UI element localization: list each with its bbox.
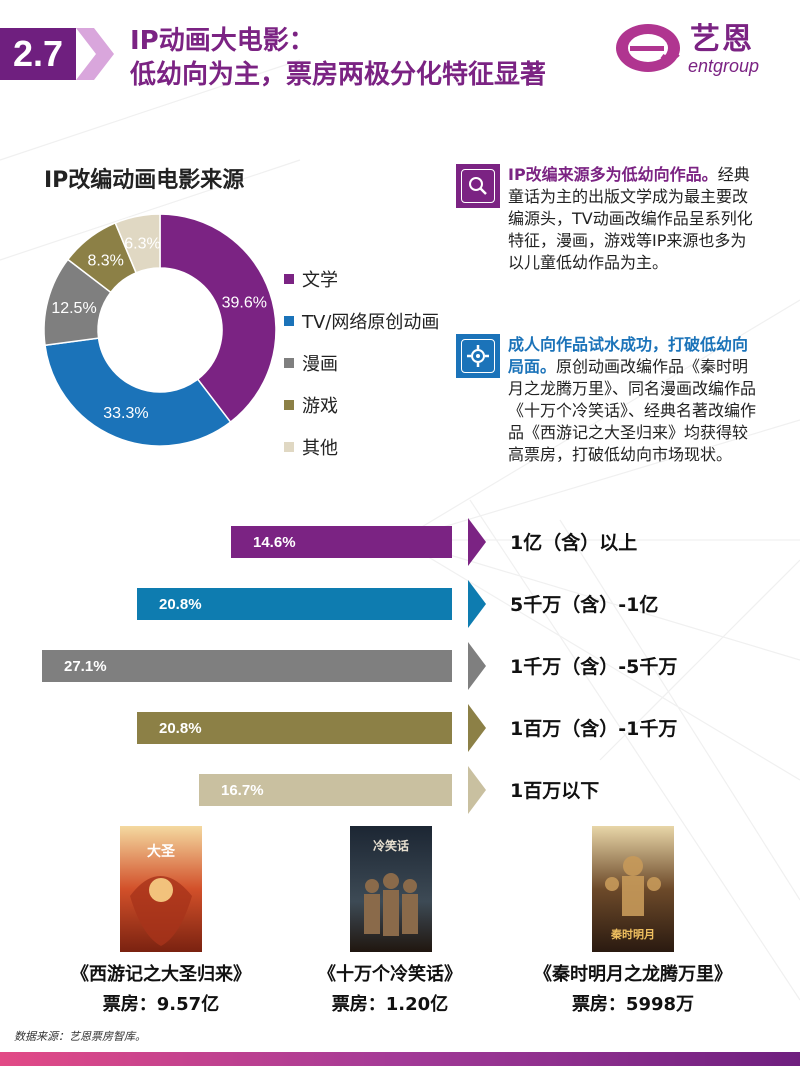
donut-slice-literature — [159, 213, 277, 424]
bar-value-10m-50m: 27.1% — [64, 657, 107, 675]
magnifier-icon — [456, 164, 500, 208]
info-box-adult: 成人向作品试水成功，打破低幼向局面。原创动画改编作品《秦时明月之龙腾万里》、同名… — [456, 334, 766, 504]
bar-tab-50m-100m — [468, 580, 486, 628]
legend-item-literature: 文学 — [284, 258, 439, 300]
legend-item-tv-original: TV/网络原创动画 — [284, 300, 439, 342]
legend-label-game: 游戏 — [302, 396, 338, 417]
legend-item-game: 游戏 — [284, 384, 439, 426]
footer-stripe — [0, 1052, 800, 1066]
bar-1m-10m: 20.8% — [137, 712, 452, 744]
legend-item-comic: 漫画 — [284, 342, 439, 384]
logo-chinese-text: 艺恩 — [690, 22, 754, 57]
box-office-distribution-chart: 14.6% 1亿（含）以上 20.8% 5千万（含）-1亿 27.1% 1千万（含）-5千… — [0, 516, 800, 816]
info-body-sources: 经典童话为主的出版文学成为最主要改编源头，TV动画改编作品呈系列化特征，漫画，游… — [508, 165, 753, 272]
section-number-badge: 2.7 — [0, 28, 76, 80]
bar-value-under-1m: 16.7% — [221, 781, 264, 799]
info-body-adult: 原创动画改编作品《秦时明月之龙腾万里》、同名漫画改编作品《十万个冷笑话》、经典名… — [508, 357, 757, 464]
svg-text:秦时明月: 秦时明月 — [610, 927, 655, 941]
bar-tab-under-1m — [468, 766, 486, 814]
title-line-1: IP动画大电影： — [130, 26, 315, 56]
legend-swatch-other — [284, 442, 294, 452]
poster-cold-jokes: 冷笑话 — [350, 826, 432, 952]
donut-slice-other — [114, 213, 161, 274]
legend-label-comic: 漫画 — [302, 354, 338, 375]
bar-10m-50m: 27.1% — [42, 650, 452, 682]
svg-text:冷笑话: 冷笑话 — [373, 838, 409, 853]
legend-swatch-tv-original — [284, 316, 294, 326]
info-text-adult: 成人向作品试水成功，打破低幼向局面。原创动画改编作品《秦时明月之龙腾万里》、同名… — [508, 334, 760, 466]
gear-icon — [456, 334, 500, 378]
data-source-note: 数据来源：艺恩票房智库。 — [14, 1030, 146, 1043]
info-box-sources: IP改编来源多为低幼向作品。经典童话为主的出版文学成为最主要改编源头，TV动画改… — [456, 164, 766, 314]
page-title: IP动画大电影： 低幼向为主，票房两极分化特征显著 — [130, 24, 546, 92]
donut-chart-title: IP改编动画电影来源 — [44, 168, 245, 193]
donut-label-tv-original: 33.3% — [103, 405, 148, 422]
bar-category-under-1m: 1百万以下 — [510, 780, 600, 802]
entgroup-logo-icon — [616, 24, 680, 72]
poster-qin-moon: 秦时明月 — [592, 826, 674, 952]
poster-monkey-king: 大圣 — [120, 826, 202, 952]
donut-legend: 文学 TV/网络原创动画 漫画游戏其他 — [284, 258, 439, 468]
bar-value-over-100m: 14.6% — [253, 533, 296, 551]
legend-label-other: 其他 — [302, 438, 338, 459]
bar-category-over-100m: 1亿（含）以上 — [510, 532, 638, 554]
legend-swatch-game — [284, 400, 294, 410]
poster-box-office-monkey-king: 票房：9.57亿 — [102, 994, 220, 1015]
info-text-sources: IP改编来源多为低幼向作品。经典童话为主的出版文学成为最主要改编源头，TV动画改… — [508, 164, 760, 274]
info-lead-sources: IP改编来源多为低幼向作品。 — [508, 165, 718, 184]
poster-title-monkey-king: 《西游记之大圣归来》 — [71, 964, 251, 985]
bar-category-10m-50m: 1千万（含）-5千万 — [510, 656, 678, 678]
svg-text:大圣: 大圣 — [147, 843, 176, 860]
poster-box-office-qin-moon: 票房：5998万 — [571, 994, 695, 1015]
bar-tab-10m-50m — [468, 642, 486, 690]
badge-arrow-icon — [76, 28, 114, 80]
bar-over-100m: 14.6% — [231, 526, 452, 558]
donut-label-comic: 12.5% — [51, 300, 96, 317]
legend-label-literature: 文学 — [302, 270, 338, 291]
legend-swatch-literature — [284, 274, 294, 284]
donut-label-other: 6.3% — [124, 236, 160, 253]
bar-under-1m: 16.7% — [199, 774, 452, 806]
logo-english-text: entgroup — [688, 56, 760, 76]
info-lead-adult: 成人向作品试水成功，打破低幼向局面。 — [508, 335, 749, 376]
donut-slice-tv-original — [44, 337, 232, 447]
bar-tab-1m-10m — [468, 704, 486, 752]
poster-title-cold-jokes: 《十万个冷笑话》 — [318, 964, 462, 985]
bar-tab-over-100m — [468, 518, 486, 566]
bar-category-1m-10m: 1百万（含）-1千万 — [510, 718, 678, 740]
title-line-2: 低幼向为主，票房两极分化特征显著 — [130, 60, 547, 90]
donut-label-literature: 39.6% — [222, 294, 267, 311]
poster-title-qin-moon: 《秦时明月之龙腾万里》 — [534, 964, 732, 985]
donut-chart: 39.6% 33.3% 12.5% 8.3%6.3% — [43, 213, 277, 447]
bar-value-50m-100m: 20.8% — [159, 595, 202, 613]
donut-label-game: 8.3% — [87, 253, 123, 270]
legend-swatch-comic — [284, 358, 294, 368]
bar-category-50m-100m: 5千万（含）-1亿 — [510, 594, 659, 616]
poster-box-office-cold-jokes: 票房：1.20亿 — [331, 994, 449, 1015]
bar-value-1m-10m: 20.8% — [159, 719, 202, 737]
bar-50m-100m: 20.8% — [137, 588, 452, 620]
legend-label-tv-original: TV/网络原创动画 — [302, 312, 440, 333]
legend-item-other: 其他 — [284, 426, 439, 468]
